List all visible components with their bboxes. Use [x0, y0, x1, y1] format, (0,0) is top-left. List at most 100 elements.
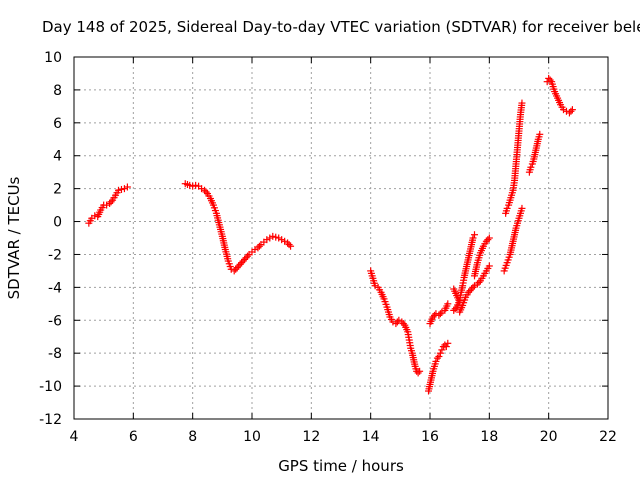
data-point-marker [230, 267, 238, 275]
data-point-marker [186, 181, 194, 189]
data-point-marker [189, 182, 197, 190]
y-tick-label: 8 [53, 83, 62, 99]
data-point-marker [107, 198, 115, 206]
data-point-marker [263, 236, 271, 244]
data-point-marker [484, 236, 492, 244]
data-point-marker [392, 320, 400, 328]
data-point-marker [106, 199, 114, 207]
series-seg12 [525, 130, 544, 176]
data-point-marker [436, 310, 444, 318]
data-point-marker [456, 298, 464, 306]
series-seg3 [367, 267, 424, 377]
y-tick-label: 6 [53, 116, 62, 132]
data-point-marker [536, 130, 544, 138]
data-point-marker [450, 306, 458, 314]
data-point-marker [399, 320, 407, 328]
y-tick-label: -6 [48, 313, 62, 329]
data-point-marker [233, 264, 241, 272]
data-point-marker [103, 201, 111, 209]
data-point-marker [123, 183, 131, 191]
y-tick-label: 0 [53, 215, 62, 231]
data-point-marker [482, 237, 490, 245]
data-point-marker [287, 242, 295, 250]
data-point-marker [435, 311, 443, 319]
data-point-marker [485, 262, 493, 270]
series-seg7 [456, 262, 493, 316]
x-tick-label: 20 [540, 429, 558, 445]
y-tick-label: -2 [48, 247, 62, 263]
x-tick-label: 10 [243, 429, 261, 445]
series-seg13 [543, 74, 576, 117]
chart-title: Day 148 of 2025, Sidereal Day-to-day VTE… [42, 18, 640, 36]
data-point-marker [471, 231, 478, 239]
data-point-marker [432, 357, 440, 365]
data-point-marker [192, 181, 200, 189]
y-tick-label: -12 [39, 412, 62, 428]
data-point-marker [568, 106, 576, 114]
data-point-marker [429, 313, 437, 321]
data-point-marker [546, 76, 554, 84]
data-point-marker [398, 318, 406, 326]
data-point-marker [416, 367, 424, 375]
data-point-marker [269, 232, 277, 240]
data-point-marker [117, 185, 125, 193]
series-seg10 [502, 99, 526, 217]
y-tick-label: -4 [48, 280, 62, 296]
data-point-marker [441, 341, 449, 349]
data-point-marker [278, 236, 286, 244]
data-point-marker [485, 234, 493, 242]
data-point-marker [436, 349, 444, 357]
data-point-marker [235, 262, 243, 270]
x-tick-label: 16 [421, 429, 439, 445]
series-seg5 [426, 300, 452, 328]
data-point-marker [438, 308, 446, 316]
data-point-marker [473, 280, 481, 288]
data-point-marker [527, 163, 535, 171]
x-tick-label: 8 [188, 429, 197, 445]
data-point-marker [251, 246, 259, 254]
data-point-marker [444, 339, 452, 347]
data-point-marker [395, 316, 403, 324]
data-point-marker [469, 283, 477, 291]
y-tick-label: -10 [39, 379, 62, 395]
y-axis-label: SDTVAR / TECUs [5, 176, 23, 299]
data-point-marker [275, 234, 283, 242]
data-point-marker [198, 185, 206, 193]
data-point-marker [284, 239, 292, 247]
data-point-marker [469, 234, 477, 242]
y-tick-label: -8 [48, 346, 62, 362]
data-point-marker [435, 352, 443, 360]
data-point-marker [239, 257, 247, 265]
y-tick-label: 10 [44, 50, 62, 66]
data-point-marker [242, 254, 250, 262]
data-point-marker [471, 282, 478, 290]
data-point-marker [567, 107, 575, 115]
data-point-marker [518, 99, 526, 107]
x-tick-label: 4 [70, 429, 79, 445]
x-tick-label: 22 [599, 429, 617, 445]
x-tick-label: 12 [302, 429, 320, 445]
series-seg9 [450, 285, 464, 306]
series-seg8 [471, 234, 493, 280]
grid-lines [74, 57, 608, 419]
y-tick-label: 2 [53, 182, 62, 198]
data-point-marker [442, 343, 450, 351]
series-seg11 [500, 204, 526, 275]
axis-ticks: 4 6 8 10 12 14 16 18 20 22 -12 -10 -8 -6 -4 -2 0 2 4 6 8 10 [39, 50, 617, 445]
data-point-marker [202, 188, 210, 196]
data-point-marker [475, 278, 483, 286]
data-point-marker [503, 204, 511, 212]
data-point-marker [466, 287, 474, 295]
x-tick-label: 18 [480, 429, 498, 445]
data-point-marker [232, 265, 240, 273]
data-point-marker [285, 241, 293, 249]
data-point-marker [241, 255, 249, 263]
data-point-marker [238, 259, 246, 267]
data-point-marker [272, 233, 280, 241]
data-point-marker [281, 237, 289, 245]
series-seg2 [181, 180, 295, 275]
data-point-marker [266, 234, 274, 242]
data-point-marker [120, 185, 128, 193]
series-seg1 [85, 183, 131, 227]
